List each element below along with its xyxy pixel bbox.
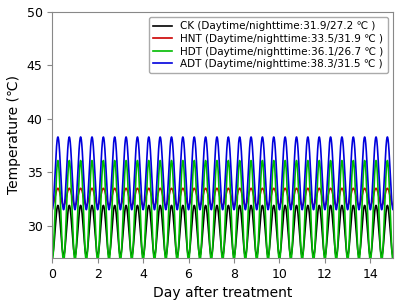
CK (Daytime/nighttime:31.9/27.2 ℃ ): [304, 209, 309, 213]
Legend: CK (Daytime/nighttime:31.9/27.2 ℃ ), HNT (Daytime/nighttime:33.5/31.9 ℃ ), HDT (: CK (Daytime/nighttime:31.9/27.2 ℃ ), HNT…: [149, 17, 388, 73]
HDT (Daytime/nighttime:36.1/26.7 ℃ ): [180, 160, 185, 163]
CK (Daytime/nighttime:31.9/27.2 ℃ ): [112, 205, 116, 208]
HDT (Daytime/nighttime:36.1/26.7 ℃ ): [391, 259, 396, 263]
Line: HDT (Daytime/nighttime:36.1/26.7 ℃ ): HDT (Daytime/nighttime:36.1/26.7 ℃ ): [52, 161, 393, 261]
HDT (Daytime/nighttime:36.1/26.7 ℃ ): [254, 259, 259, 263]
Line: ADT (Daytime/nighttime:38.3/31.5 ℃ ): ADT (Daytime/nighttime:38.3/31.5 ℃ ): [52, 137, 393, 210]
X-axis label: Day after treatment: Day after treatment: [153, 286, 292, 300]
HDT (Daytime/nighttime:36.1/26.7 ℃ ): [330, 185, 335, 188]
HDT (Daytime/nighttime:36.1/26.7 ℃ ): [112, 161, 116, 165]
HDT (Daytime/nighttime:36.1/26.7 ℃ ): [158, 159, 162, 162]
CK (Daytime/nighttime:31.9/27.2 ℃ ): [254, 254, 259, 258]
ADT (Daytime/nighttime:38.3/31.5 ℃ ): [304, 143, 309, 147]
ADT (Daytime/nighttime:38.3/31.5 ℃ ): [112, 137, 116, 141]
CK (Daytime/nighttime:31.9/27.2 ℃ ): [272, 204, 276, 207]
HDT (Daytime/nighttime:36.1/26.7 ℃ ): [272, 159, 276, 163]
ADT (Daytime/nighttime:38.3/31.5 ℃ ): [391, 208, 396, 212]
HNT (Daytime/nighttime:33.5/31.9 ℃ ): [272, 187, 276, 190]
CK (Daytime/nighttime:31.9/27.2 ℃ ): [158, 204, 162, 207]
CK (Daytime/nighttime:31.9/27.2 ℃ ): [50, 254, 55, 258]
CK (Daytime/nighttime:31.9/27.2 ℃ ): [391, 254, 396, 258]
HNT (Daytime/nighttime:33.5/31.9 ℃ ): [112, 187, 116, 191]
HDT (Daytime/nighttime:36.1/26.7 ℃ ): [50, 259, 55, 263]
CK (Daytime/nighttime:31.9/27.2 ℃ ): [180, 204, 185, 208]
Line: HNT (Daytime/nighttime:33.5/31.9 ℃ ): HNT (Daytime/nighttime:33.5/31.9 ℃ ): [52, 188, 393, 205]
Y-axis label: Temperature (℃): Temperature (℃): [7, 75, 21, 194]
ADT (Daytime/nighttime:38.3/31.5 ℃ ): [158, 135, 162, 139]
CK (Daytime/nighttime:31.9/27.2 ℃ ): [330, 217, 335, 220]
Line: CK (Daytime/nighttime:31.9/27.2 ℃ ): CK (Daytime/nighttime:31.9/27.2 ℃ ): [52, 205, 393, 256]
HNT (Daytime/nighttime:33.5/31.9 ℃ ): [391, 204, 396, 207]
HDT (Daytime/nighttime:36.1/26.7 ℃ ): [304, 170, 309, 174]
ADT (Daytime/nighttime:38.3/31.5 ℃ ): [330, 154, 335, 158]
ADT (Daytime/nighttime:38.3/31.5 ℃ ): [180, 136, 185, 140]
HNT (Daytime/nighttime:33.5/31.9 ℃ ): [180, 187, 185, 190]
HNT (Daytime/nighttime:33.5/31.9 ℃ ): [330, 191, 335, 195]
HNT (Daytime/nighttime:33.5/31.9 ℃ ): [254, 204, 259, 207]
ADT (Daytime/nighttime:38.3/31.5 ℃ ): [272, 135, 276, 139]
ADT (Daytime/nighttime:38.3/31.5 ℃ ): [50, 208, 55, 212]
HNT (Daytime/nighttime:33.5/31.9 ℃ ): [158, 186, 162, 190]
HNT (Daytime/nighttime:33.5/31.9 ℃ ): [50, 204, 55, 207]
HNT (Daytime/nighttime:33.5/31.9 ℃ ): [304, 188, 309, 192]
ADT (Daytime/nighttime:38.3/31.5 ℃ ): [254, 208, 259, 212]
